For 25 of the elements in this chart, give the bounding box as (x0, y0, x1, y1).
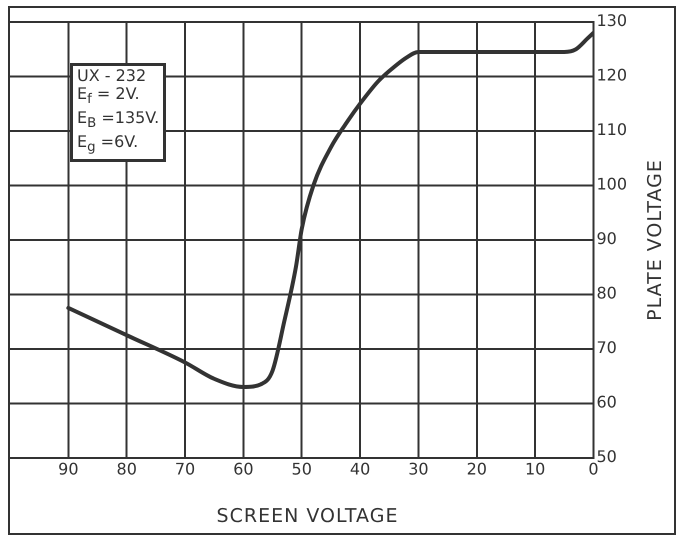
y-axis-title: PLATE VOLTAGE (644, 159, 666, 321)
y-tick-label: 60 (596, 392, 617, 412)
y-tick-label: 50 (596, 446, 617, 466)
annotation: UX - 232 (77, 66, 148, 85)
x-tick-label: 10 (524, 460, 546, 479)
annotation: E$_{g}$ =6V. (77, 132, 140, 158)
y-tick-label: 90 (596, 229, 617, 248)
x-tick-label: 0 (588, 460, 599, 479)
y-tick-label: 120 (596, 66, 628, 85)
x-tick-label: 40 (350, 460, 370, 479)
x-tick-label: 30 (408, 460, 429, 479)
y-tick-label: 70 (596, 338, 617, 358)
y-tick-label: 100 (596, 174, 628, 194)
x-axis-title: SCREEN VOLTAGE (216, 505, 400, 527)
x-tick-label: 20 (466, 460, 487, 479)
annotation: E$_{f}$ = 2V. (77, 84, 141, 110)
x-tick-label: 50 (292, 460, 312, 479)
x-tick-label: 60 (233, 460, 254, 479)
y-tick-label: 130 (596, 11, 628, 30)
x-tick-label: 70 (174, 460, 196, 479)
y-tick-label: 80 (596, 284, 617, 303)
annotation: E$_{B}$ =135V. (77, 108, 160, 134)
x-tick-label: 80 (116, 460, 137, 479)
x-tick-label: 90 (58, 460, 79, 479)
y-tick-label: 110 (596, 120, 628, 140)
